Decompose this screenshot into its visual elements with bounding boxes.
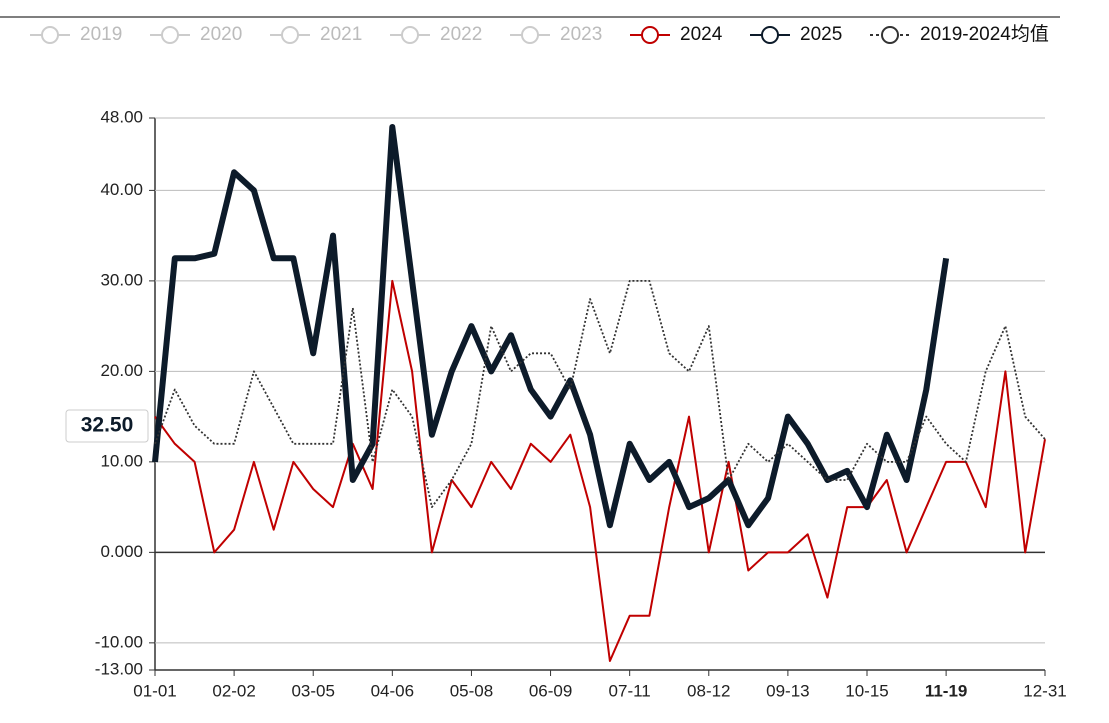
y-tick-label: -10.00 — [95, 632, 143, 651]
legend-icon-dot — [281, 26, 299, 44]
pointer-box — [65, 409, 149, 443]
x-tick-label: 03-05 — [291, 681, 334, 700]
pointer-text: 32.50 — [81, 414, 134, 437]
x-tick-label: 07-11 — [609, 681, 651, 700]
y-tick-label: 48.00 — [100, 107, 143, 126]
x-tick-label: 04-06 — [371, 681, 414, 700]
y-tick-label: 30.00 — [100, 270, 143, 289]
legend-icon-dot — [161, 26, 179, 44]
pointer-label: 32.50 — [65, 409, 149, 443]
x-tick-label: 01-01 — [133, 681, 176, 700]
legend-icon-dot — [401, 26, 419, 44]
legend-label: 2023 — [560, 24, 602, 45]
x-tick-label: 11-19 — [925, 681, 968, 700]
y-tick-label: 20.00 — [100, 361, 143, 380]
legend-icon-dot — [41, 26, 59, 44]
y-tick-label: 10.00 — [100, 451, 143, 470]
x-tick-label: 08-12 — [687, 681, 730, 700]
series-line — [154, 280, 1046, 508]
x-tick-label: 12-31 — [1023, 681, 1066, 700]
legend-label: 2020 — [200, 24, 242, 45]
x-tick-label: 05-08 — [450, 681, 493, 700]
y-tick-label: -13.00 — [95, 659, 143, 678]
x-tick-label: 10-15 — [845, 681, 888, 700]
x-tick-label: 02-02 — [212, 681, 255, 700]
legend-label: 2019 — [80, 24, 122, 45]
x-tick-label: 09-13 — [766, 681, 809, 700]
x-tick-label: 06-09 — [529, 681, 572, 700]
legend-icon-dot — [521, 26, 539, 44]
y-tick-label: 40.00 — [100, 180, 143, 199]
legend-icon-dot — [881, 26, 899, 44]
series-line — [154, 279, 1046, 662]
y-tick-label: 0.000 — [100, 542, 143, 561]
legend-label: 2022 — [440, 24, 482, 45]
legend-label: 2025 — [800, 24, 842, 45]
legend-label: 2021 — [320, 24, 362, 45]
legend-icon-dot — [761, 26, 779, 44]
series-line — [152, 124, 950, 529]
legend-label: 2024 — [680, 24, 723, 45]
legend-label: 2019-2024均值 — [920, 23, 1049, 45]
legend-icon-dot — [641, 26, 659, 44]
